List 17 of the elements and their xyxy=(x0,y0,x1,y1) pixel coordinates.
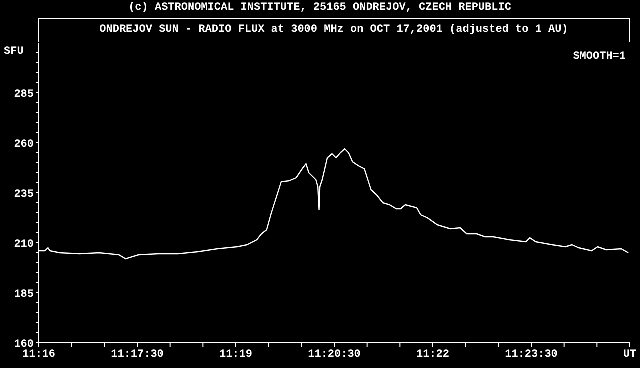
y-tick-label: 210 xyxy=(14,238,34,251)
x-tick-label: 11:23:30 xyxy=(505,348,558,361)
x-tick-label: 11:20:30 xyxy=(308,348,361,361)
x-tick-label: 11:22 xyxy=(416,348,450,361)
chart-title: ONDREJOV SUN - RADIO FLUX at 3000 MHz on OCT 17,2001 (adjusted to 1 AU) xyxy=(38,18,630,42)
y-tick-label: 285 xyxy=(14,88,34,101)
x-tick-label: 11:19 xyxy=(219,348,253,361)
y-tick-label: 160 xyxy=(14,338,34,351)
y-tick-label: 185 xyxy=(14,288,34,301)
x-tick-label: 11:17:30 xyxy=(111,348,164,361)
y-axis-title: SFU xyxy=(4,45,24,59)
annotation: SMOOTH=1 xyxy=(573,50,626,64)
chart-subtitle: (c) ASTRONOMICAL INSTITUTE, 25165 ONDREJOV, CZECH REPUBLIC xyxy=(128,1,512,15)
y-tick-label: 260 xyxy=(14,138,34,151)
x-tick-label: UT xyxy=(623,348,637,361)
y-tick-label: 235 xyxy=(14,188,34,201)
x-tick-label: 11:16 xyxy=(22,348,56,361)
